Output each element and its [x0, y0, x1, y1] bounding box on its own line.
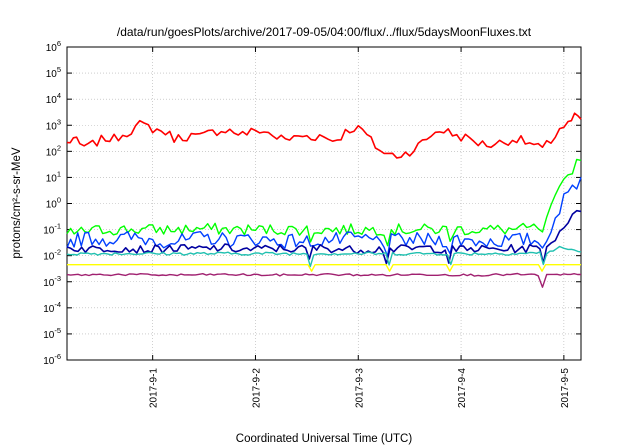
series-line	[66, 112, 582, 159]
y-tick-label: 10-2	[43, 248, 61, 263]
y-tick-label: 103	[46, 117, 61, 132]
plot-frame	[66, 46, 582, 361]
y-tick-label: 10-1	[43, 222, 61, 237]
series-line	[66, 272, 581, 288]
y-tick-label: 10-3	[43, 274, 61, 289]
grid-lines	[67, 47, 581, 360]
x-tick-label: 2017-9-4	[457, 368, 468, 408]
series-line	[66, 245, 582, 268]
x-axis-ticks: 2017-9-1 2017-9-2 2017-9-3 2017-9-4 2017-9-5	[149, 47, 571, 408]
chart-title: /data/run/goesPlots/archive/2017-09-05/0…	[117, 25, 532, 39]
x-tick-label: 2017-9-5	[560, 368, 571, 408]
series-line	[66, 158, 582, 247]
y-axis-ticks: 10-6 10-5 10-4 10-3 10-2 10-1 100 101 102 103 104 1…	[43, 39, 581, 367]
y-tick-label: 106	[46, 39, 61, 54]
series-line	[66, 209, 582, 265]
y-tick-label: 10-6	[43, 352, 61, 367]
x-axis-label: Coordinated Universal Time (UTC)	[236, 433, 413, 445]
x-tick-label: 2017-9-3	[354, 368, 365, 408]
y-tick-label: 100	[46, 196, 61, 211]
y-tick-label: 10-5	[43, 326, 61, 341]
series-lines	[66, 112, 582, 288]
x-tick-label: 2017-9-1	[149, 368, 160, 408]
y-tick-label: 102	[46, 143, 61, 158]
series-line	[66, 177, 582, 257]
y-tick-label: 10-4	[43, 300, 61, 315]
y-tick-label: 101	[46, 169, 61, 184]
y-tick-label: 104	[46, 91, 61, 106]
y-axis-label: protons/cm²-s-sr-MeV	[11, 147, 23, 259]
y-tick-label: 105	[46, 65, 61, 80]
x-tick-label: 2017-9-2	[251, 368, 262, 408]
series-line	[67, 264, 581, 272]
